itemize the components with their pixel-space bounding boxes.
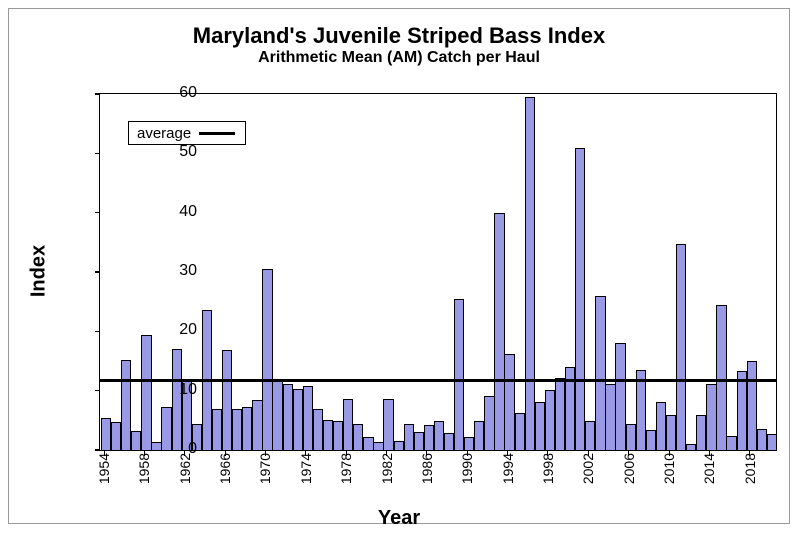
x-tick-label: 2010 [661, 453, 677, 484]
x-tick-label: 1998 [540, 453, 556, 484]
chart-title-sub: Arithmetic Mean (AM) Catch per Haul [9, 48, 789, 67]
y-tick-label: 50 [0, 143, 197, 161]
x-tick-label: 2006 [621, 453, 637, 484]
bar [545, 390, 555, 450]
x-tick-label: 1954 [96, 453, 112, 484]
legend-label: average [137, 125, 191, 142]
chart-frame: Maryland's Juvenile Striped Bass Index A… [8, 8, 790, 524]
bar [515, 413, 525, 450]
bar [585, 421, 595, 450]
legend-swatch [199, 132, 235, 135]
bars-group [100, 94, 776, 450]
bar [494, 213, 504, 450]
x-tick-label: 1966 [217, 453, 233, 484]
bar [343, 399, 353, 450]
plot-area: average [99, 93, 777, 451]
bar [605, 384, 615, 450]
average-line [100, 379, 776, 382]
bar [424, 425, 434, 450]
x-tick-label: 1958 [136, 453, 152, 484]
bar [333, 421, 343, 450]
legend-box: average [128, 121, 246, 145]
bar [444, 433, 454, 450]
bar [363, 437, 373, 450]
bar [535, 402, 545, 450]
x-tick-label: 1978 [338, 453, 354, 484]
y-tick-label: 60 [0, 84, 197, 102]
bar [504, 354, 514, 450]
bar [232, 409, 242, 450]
bar [595, 296, 605, 450]
bar [706, 384, 716, 450]
x-tick-label: 1970 [257, 453, 273, 484]
bar [283, 384, 293, 450]
x-axis-label: Year [9, 507, 789, 530]
x-tick-label: 1982 [379, 453, 395, 484]
bar [121, 360, 131, 450]
x-tick-label: 2018 [742, 453, 758, 484]
chart-titles: Maryland's Juvenile Striped Bass Index A… [9, 23, 789, 67]
bar [212, 409, 222, 450]
bar [525, 97, 535, 450]
bar [272, 379, 282, 450]
bar [293, 389, 303, 450]
bar [454, 299, 464, 450]
bar [464, 437, 474, 450]
bar [686, 444, 696, 450]
x-tick-label: 1962 [177, 453, 193, 484]
bar [626, 424, 636, 450]
bar [474, 421, 484, 450]
x-tick-label: 1990 [459, 453, 475, 484]
bar [726, 436, 736, 450]
chart-title-main: Maryland's Juvenile Striped Bass Index [9, 23, 789, 48]
bar [656, 402, 666, 450]
x-tick-label: 2002 [580, 453, 596, 484]
bar [303, 386, 313, 450]
bar [575, 148, 585, 450]
bar [383, 399, 393, 450]
bar [434, 421, 444, 450]
bar [646, 430, 656, 450]
x-tick-label: 2014 [701, 453, 717, 484]
y-tick-label: 30 [0, 262, 197, 280]
bar [172, 349, 182, 450]
bar [757, 429, 767, 450]
bar [252, 400, 262, 450]
bar [323, 420, 333, 450]
bar [414, 432, 424, 450]
y-tick-label: 10 [0, 381, 197, 399]
bar [767, 434, 777, 450]
bar [716, 305, 726, 450]
bar [262, 269, 272, 450]
y-tick-label: 40 [0, 203, 197, 221]
bar [484, 396, 494, 450]
bar [666, 415, 676, 450]
bar [555, 378, 565, 450]
bar [373, 442, 383, 450]
bar [747, 361, 757, 450]
x-tick-label: 1974 [298, 453, 314, 484]
bar [222, 350, 232, 450]
y-tick-label: 20 [0, 321, 197, 339]
bar [615, 343, 625, 450]
bar [737, 371, 747, 450]
x-tick-label: 1986 [419, 453, 435, 484]
bar [353, 424, 363, 450]
bar [313, 409, 323, 450]
bar [242, 407, 252, 450]
bar [394, 441, 404, 450]
bar [404, 424, 414, 450]
x-tick-label: 1994 [500, 453, 516, 484]
bar [676, 244, 686, 450]
bar [696, 415, 706, 450]
